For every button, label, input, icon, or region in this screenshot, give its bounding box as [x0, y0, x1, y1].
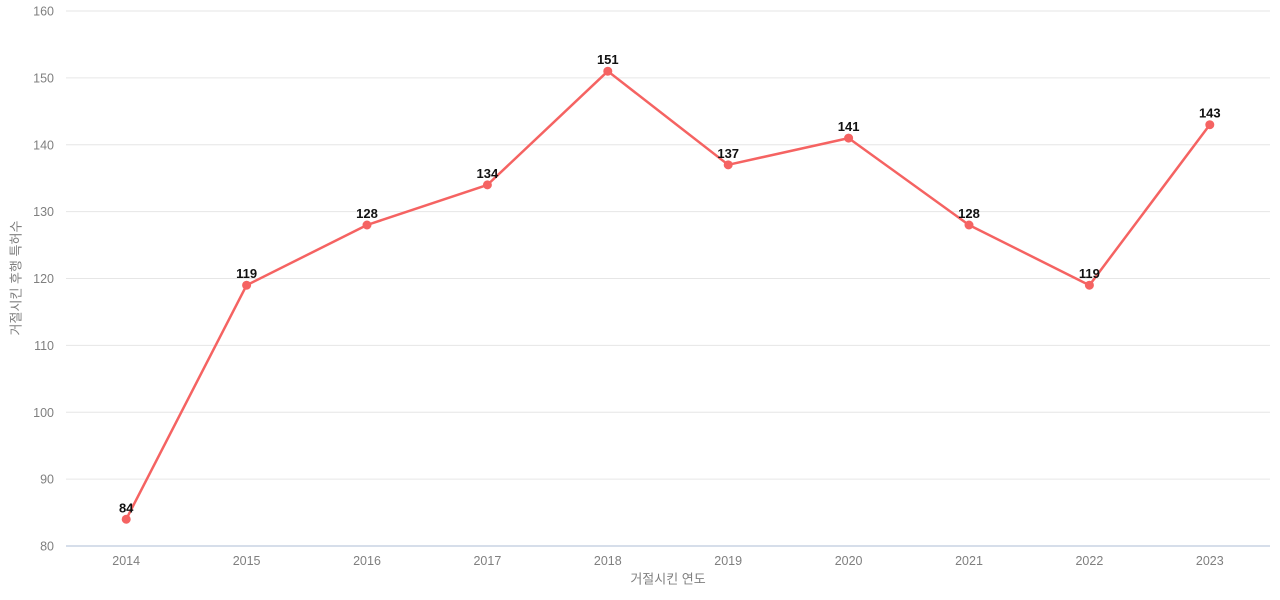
data-point-label: 119 [1079, 266, 1100, 281]
x-tick-label: 2017 [473, 554, 501, 568]
x-tick-label: 2016 [353, 554, 381, 568]
y-tick-label: 140 [33, 138, 54, 152]
x-tick-label: 2023 [1196, 554, 1224, 568]
y-tick-label: 130 [33, 205, 54, 219]
x-tick-label: 2022 [1075, 554, 1103, 568]
data-point-label: 119 [236, 266, 257, 281]
data-point-marker [723, 160, 733, 170]
data-point-label: 128 [958, 206, 980, 221]
y-tick-label: 110 [34, 339, 54, 353]
y-tick-label: 150 [33, 71, 54, 85]
data-point-marker [603, 66, 613, 76]
data-point-marker [121, 514, 131, 524]
y-tick-label: 80 [40, 540, 54, 554]
data-point-marker [482, 180, 492, 190]
y-tick-label: 120 [33, 272, 54, 286]
x-tick-label: 2014 [112, 554, 140, 568]
data-point-label: 137 [717, 146, 739, 161]
data-point-label: 84 [119, 500, 134, 515]
data-line [124, 69, 1212, 521]
data-point-marker [964, 220, 974, 230]
x-axis-title: 거절시킨 연도 [630, 571, 706, 587]
x-tick-label: 2020 [835, 554, 863, 568]
data-point-marker [844, 133, 854, 143]
data-point-marker [1205, 120, 1215, 130]
x-tick-label: 2019 [714, 554, 742, 568]
data-point-label: 151 [597, 52, 619, 67]
y-tick-label: 90 [40, 473, 54, 487]
y-axis-title: 거절시킨 후행 특허수 [8, 220, 24, 336]
data-point-label: 128 [356, 206, 378, 221]
data-point-label: 143 [1199, 106, 1221, 121]
x-tick-label: 2021 [955, 554, 983, 568]
data-point-marker [1084, 280, 1094, 290]
data-point-label: 134 [477, 166, 499, 181]
data-point-marker [362, 220, 372, 230]
y-tick-label: 100 [33, 406, 54, 420]
x-tick-label: 2018 [594, 554, 622, 568]
x-tick-label: 2015 [233, 554, 261, 568]
data-point-label: 141 [838, 119, 860, 134]
data-point-marker [242, 280, 252, 290]
y-tick-label: 160 [33, 5, 54, 19]
